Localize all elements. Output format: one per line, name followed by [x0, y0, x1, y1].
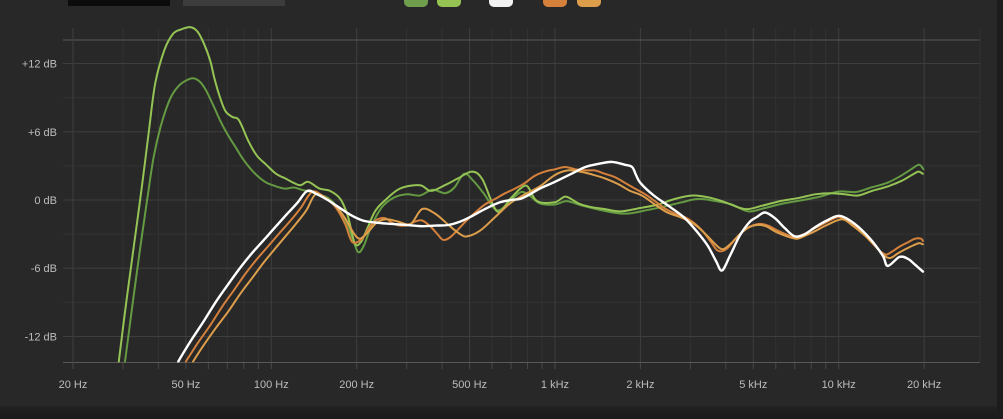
- y-axis-label: +6 dB: [28, 127, 57, 139]
- x-axis-label: 10 kHz: [822, 379, 856, 391]
- legend-chip-orange-dark[interactable]: [543, 0, 567, 7]
- right-edge-strip: [997, 0, 1003, 419]
- series-green-bright: [117, 26, 924, 363]
- x-axis-label: 1 kHz: [541, 379, 569, 391]
- legend-chip-green-dark[interactable]: [404, 0, 428, 7]
- series-green-dark: [124, 77, 925, 363]
- chart-panel: +12 dB +6 dB 0 dB -6 dB -12 dB 20 Hz 50 Hz 100 …: [0, 0, 997, 406]
- y-axis-label: +12 dB: [22, 59, 57, 71]
- x-axis-label: 200 Hz: [339, 379, 374, 391]
- series-white: [177, 160, 925, 363]
- legend-chip-green-bright[interactable]: [437, 0, 461, 7]
- x-axis-label: 5 kHz: [739, 379, 767, 391]
- x-axis-label: 20 Hz: [59, 379, 88, 391]
- x-axis-label: 20 kHz: [907, 379, 941, 391]
- bottom-edge-strip: [0, 406, 1003, 419]
- y-axis-label: -12 dB: [25, 331, 57, 343]
- x-axis-label: 50 Hz: [172, 379, 201, 391]
- tab-light[interactable]: [183, 0, 285, 6]
- legend-chip-orange-light[interactable]: [577, 0, 601, 7]
- tab-dark[interactable]: [68, 0, 170, 6]
- legend-chip-white[interactable]: [489, 0, 513, 7]
- x-axis-label: 100 Hz: [254, 379, 289, 391]
- y-axis-label: 0 dB: [34, 195, 57, 207]
- x-axis-label: 2 kHz: [626, 379, 654, 391]
- x-axis-label: 500 Hz: [452, 379, 487, 391]
- chart-svg: +12 dB +6 dB 0 dB -6 dB -12 dB 20 Hz 50 Hz 100 …: [21, 26, 980, 391]
- y-axis-label: -6 dB: [31, 263, 57, 275]
